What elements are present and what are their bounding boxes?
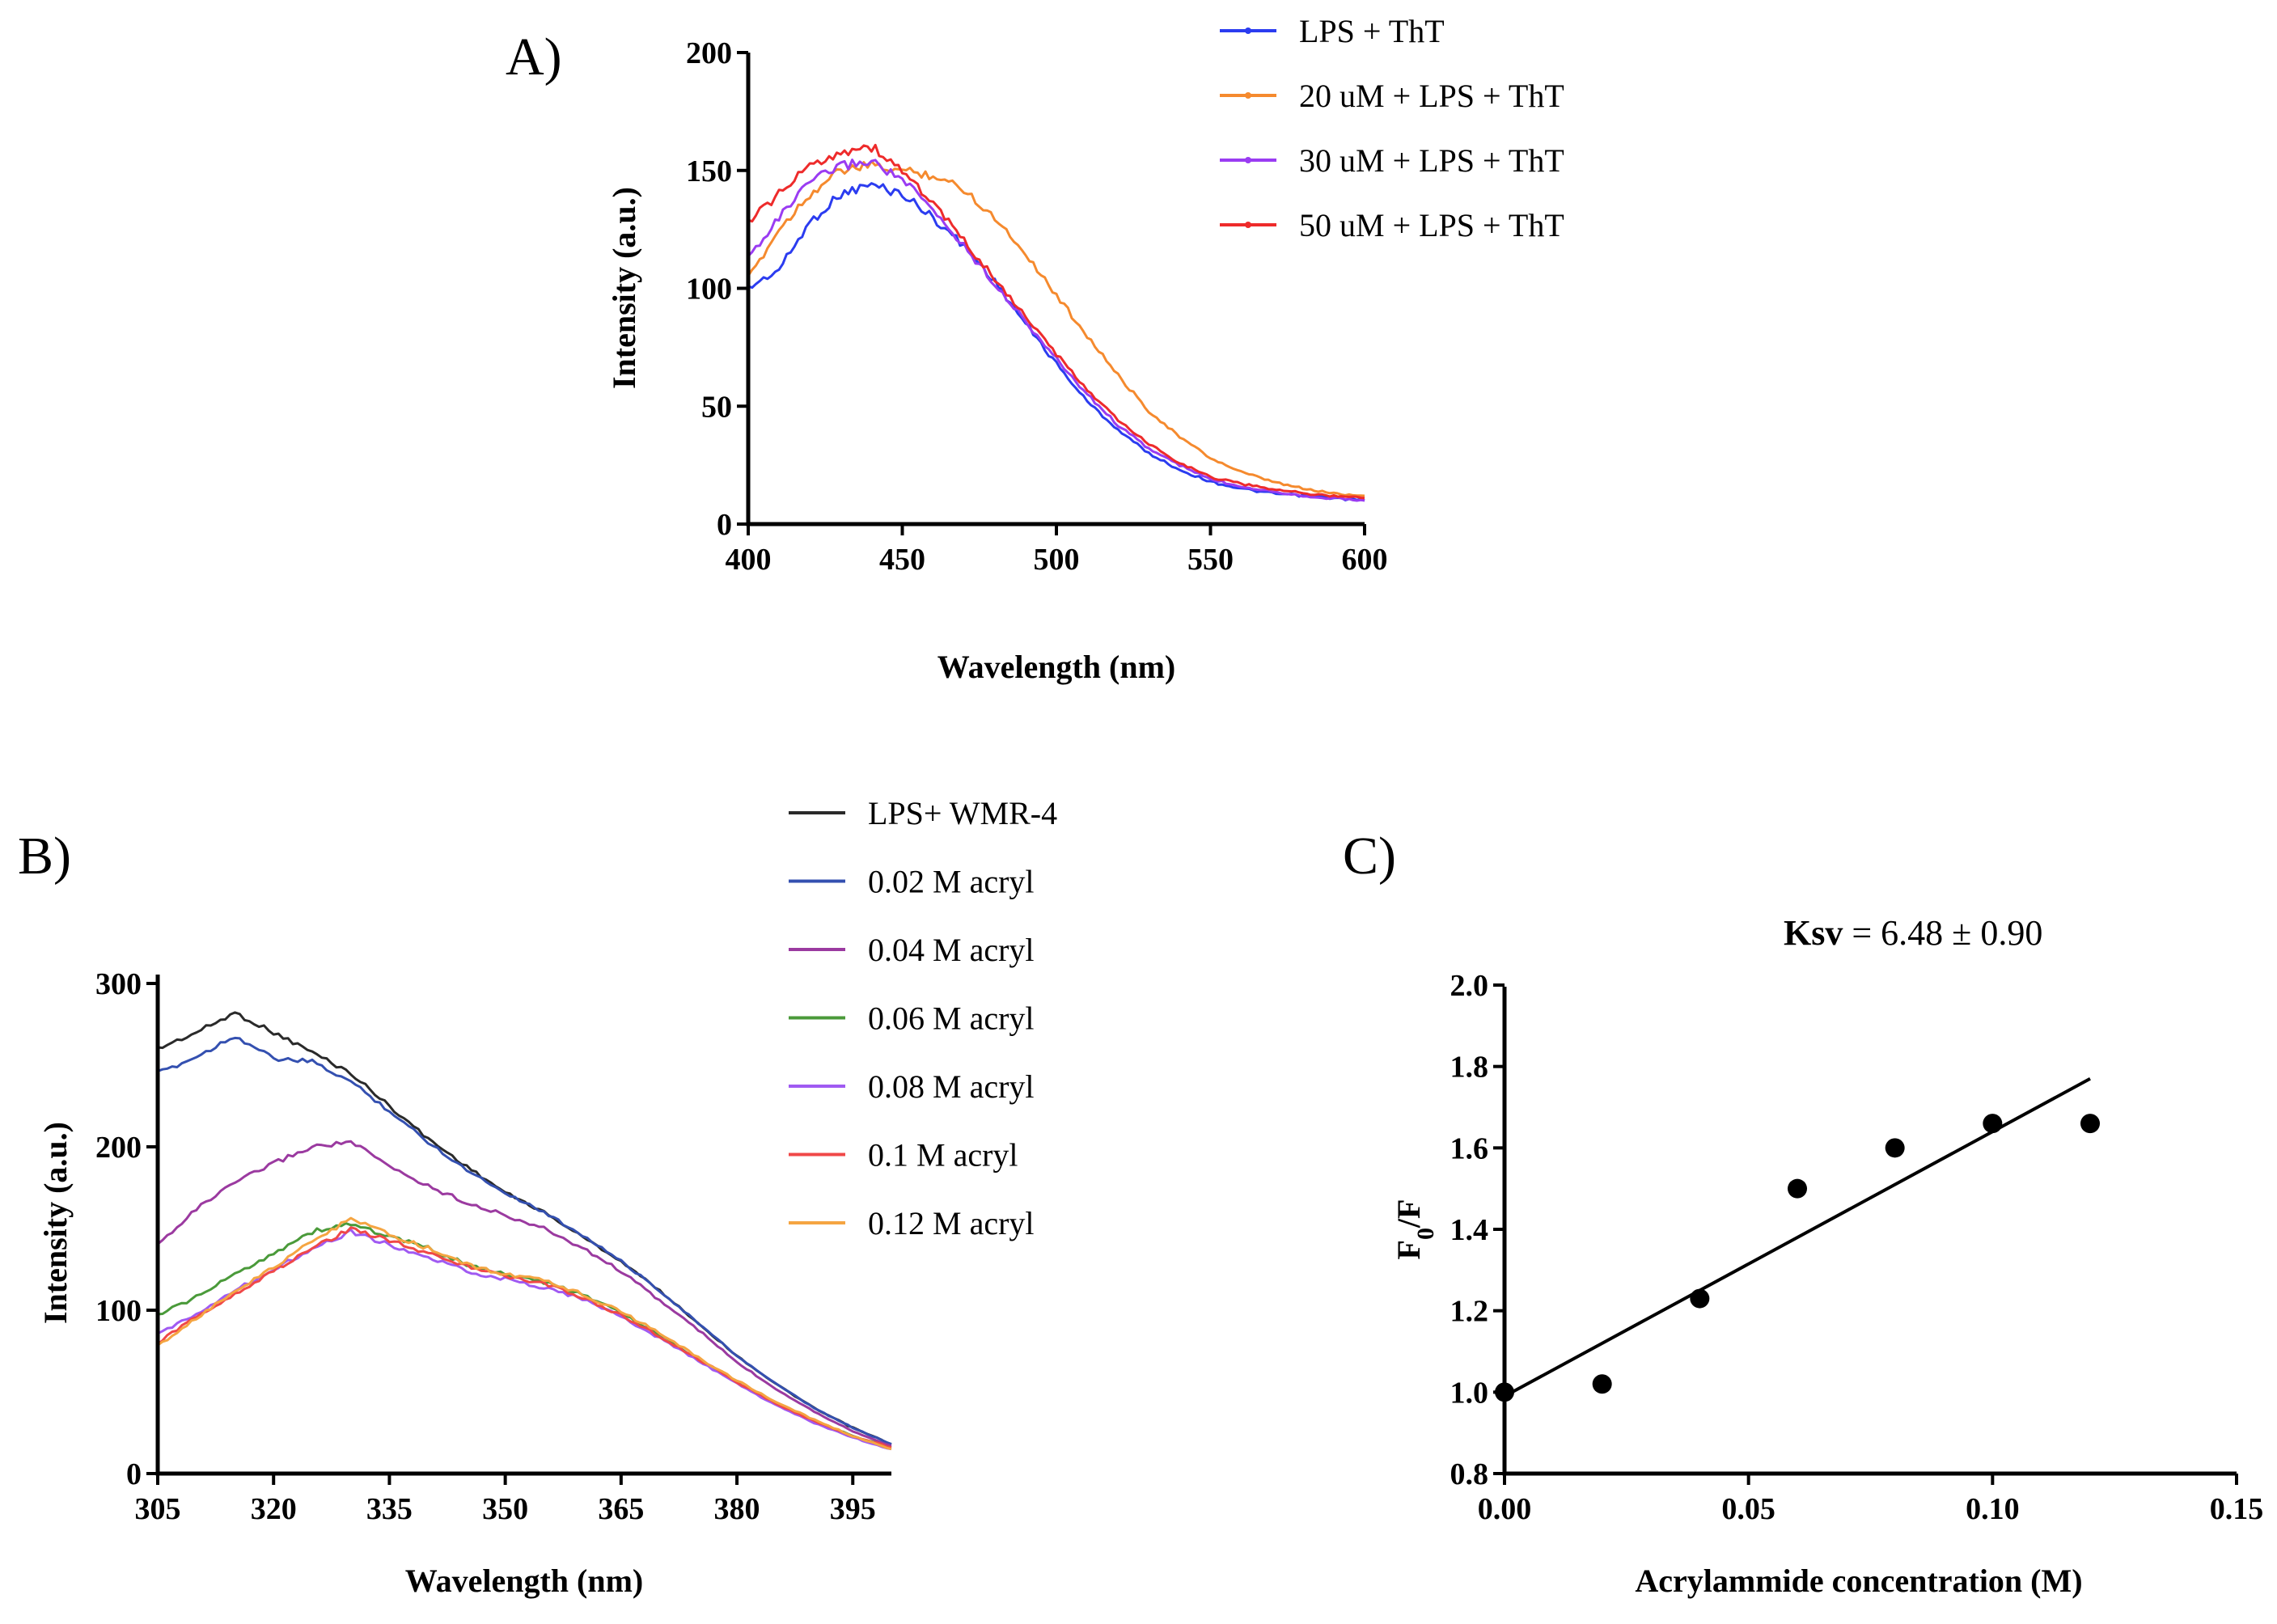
a-legend-marker [1245,157,1251,163]
ylabel-f: F [1390,1240,1427,1259]
b-legend-label: 0.02 M acryl [868,864,1035,900]
b-series-line [157,1036,892,1446]
data-point [1983,1114,2003,1134]
a-xtick-label: 550 [1187,543,1234,577]
c-ytick-label: 1.4 [1450,1213,1489,1247]
b-legend-label: LPS+ WMR-4 [868,795,1057,831]
ylabel-sub: 0 [1412,1228,1439,1240]
panel-a-chart: 400 450 500 550 600 0 50 100 150 200 Intensity (… [606,13,1564,685]
b-xtick-label: 380 [714,1492,760,1526]
c-xtick-label: 0.05 [1721,1492,1775,1526]
b-ytick-label: 300 [95,967,142,1001]
panel-b-legend: LPS+ WMR-4 0.02 M acryl 0.04 M acryl 0.06 M… [789,795,1057,1241]
a-series-line [747,182,1365,502]
panel-a-label: A) [506,27,562,87]
ksv-value: = 6.48 ± 0.90 [1843,913,2042,953]
panel-c-label: C) [1343,827,1396,886]
ylabel-tail: /F [1390,1199,1427,1229]
c-xtick-label: 0.15 [2210,1492,2264,1526]
b-series-line [157,1216,892,1451]
panel-a-ylabel: Intensity (a.u.) [606,187,642,389]
panel-b-chart: 305 320 335 350 365 380 395 0 100 200 300 Intensi… [37,795,1057,1599]
a-ytick-label: 100 [686,273,732,307]
b-xtick-label: 365 [598,1492,644,1526]
c-ytick-label: 1.2 [1450,1295,1489,1329]
a-series-line [747,159,1365,497]
b-series-line [157,1011,892,1446]
b-legend-label: 0.04 M acryl [868,932,1035,968]
c-ytick-label: 0.8 [1450,1457,1489,1491]
a-legend-label: 20 uM + LPS + ThT [1299,78,1564,114]
a-legend-label: LPS + ThT [1299,13,1445,49]
a-ytick-label: 200 [686,36,732,70]
b-series-line [157,1222,892,1449]
data-point [1690,1288,1710,1309]
b-series-line [157,1228,892,1451]
a-legend-label: 30 uM + LPS + ThT [1299,142,1564,179]
c-ytick-label: 2.0 [1450,969,1489,1003]
a-ytick-label: 150 [686,154,732,188]
fit-line [1504,1077,2091,1398]
b-ytick-label: 100 [95,1294,142,1328]
b-ytick-label: 0 [126,1457,142,1491]
ksv-label: Ksv [1784,913,1843,953]
data-point [1592,1374,1612,1394]
a-xtick-label: 600 [1342,543,1388,577]
c-xtick-label: 0.00 [1478,1492,1532,1526]
a-xtick-label: 400 [726,543,772,577]
panel-c-ylabel: F0/F [1390,1199,1439,1260]
a-legend-marker [1245,222,1251,228]
panel-c-xlabel: Acrylammide concentration (M) [1635,1563,2082,1599]
panel-b-xlabel: Wavelength (nm) [405,1563,643,1599]
panel-b-axes [155,975,891,1476]
a-ytick-label: 0 [717,508,732,542]
b-xtick-label: 305 [135,1492,181,1526]
a-xtick-label: 500 [1034,543,1080,577]
panel-c-axes [1502,987,2237,1476]
a-legend-label: 50 uM + LPS + ThT [1299,207,1564,243]
c-xtick-label: 0.10 [1966,1492,2020,1526]
b-xtick-label: 335 [366,1492,413,1526]
a-series-line [747,143,1365,500]
panel-a-axes [746,53,1365,527]
panel-b-ylabel: Intensity (a.u.) [37,1122,74,1324]
b-legend-label: 0.1 M acryl [868,1137,1018,1174]
panel-a-xlabel: Wavelength (nm) [937,649,1175,685]
c-ytick-label: 1.6 [1450,1131,1489,1165]
data-point [1885,1138,1905,1158]
panel-c-chart: Ksv = 6.48 ± 0.90 0.00 0.05 0.10 0.15 0.8 1.… [1390,913,2263,1599]
b-series-line [157,1140,892,1448]
a-legend-marker [1245,27,1251,34]
data-point [1788,1178,1807,1199]
data-point [2080,1114,2100,1134]
b-legend-label: 0.12 M acryl [868,1205,1035,1241]
b-legend-label: 0.08 M acryl [868,1068,1035,1105]
a-xtick-label: 450 [879,543,925,577]
c-ytick-label: 1.0 [1450,1376,1489,1410]
a-legend-marker [1245,92,1251,99]
b-xtick-label: 395 [830,1492,876,1526]
b-series-line [157,1226,892,1449]
b-legend-label: 0.06 M acryl [868,1000,1035,1037]
b-xtick-label: 350 [482,1492,528,1526]
b-ytick-label: 200 [95,1131,142,1165]
panel-a-legend: LPS + ThT 20 uM + LPS + ThT 30 uM + LPS + … [1220,13,1564,243]
c-ytick-label: 1.8 [1450,1051,1489,1085]
ksv-annotation: Ksv = 6.48 ± 0.90 [1784,913,2042,953]
a-series-line [747,159,1365,502]
a-ytick-label: 50 [701,390,732,424]
panel-b-label: B) [18,827,71,886]
b-xtick-label: 320 [251,1492,297,1526]
